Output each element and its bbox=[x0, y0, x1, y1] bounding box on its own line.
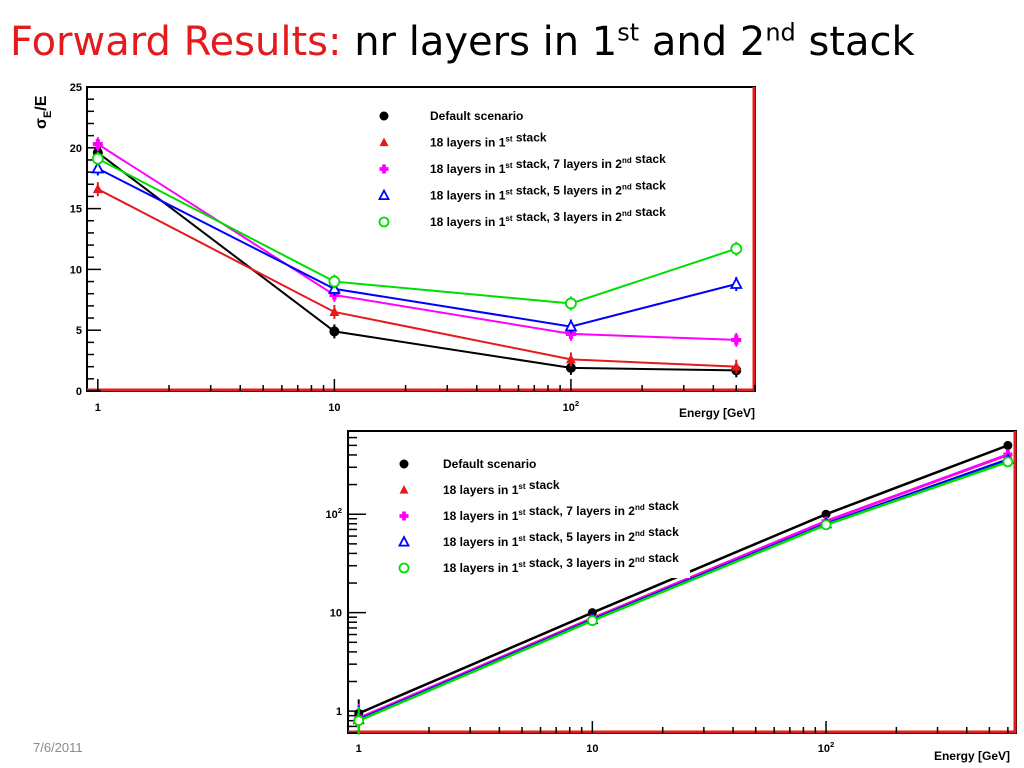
chart-1-x-tick-label: 1 bbox=[95, 402, 101, 414]
chart-2-legend-marker bbox=[399, 485, 409, 494]
chart-1-data-point bbox=[564, 319, 578, 332]
chart-2-series-line bbox=[358, 444, 1009, 715]
chart-1-data-point bbox=[731, 334, 742, 345]
chart-1-data-point bbox=[565, 328, 576, 339]
title-highlight: Forward Results: bbox=[10, 19, 342, 65]
chart-1-legend-label: 18 layers in 1st stack, 7 layers in 2nd … bbox=[430, 152, 666, 176]
chart-2-data-point bbox=[586, 615, 598, 627]
chart-2-legend-marker bbox=[399, 511, 409, 521]
chart-1-data-point bbox=[329, 326, 340, 337]
chart-1-x-tick-label: 102 bbox=[563, 399, 580, 414]
chart-2-legend-marker bbox=[398, 562, 410, 574]
chart-1-legend-label: 18 layers in 1st stack, 5 layers in 2nd … bbox=[430, 179, 666, 203]
chart-2-legend-marker bbox=[398, 535, 410, 547]
chart-1-legend: Default scenario 18 layers in 1st stack 18… bbox=[378, 109, 666, 229]
chart-1-data-point bbox=[731, 361, 742, 371]
chart-2-data-point bbox=[1002, 456, 1014, 468]
chart-1-series bbox=[91, 151, 743, 311]
chart-1-y-tick-label: 5 bbox=[76, 325, 82, 337]
chart-2-data-point bbox=[353, 715, 365, 727]
chart-2-legend: Default scenario 18 layers in 1st stack 18… bbox=[390, 448, 690, 578]
chart-2-series-line bbox=[358, 460, 1009, 722]
chart-2-legend-label: 18 layers in 1st stack bbox=[443, 478, 560, 497]
chart-1-series-line bbox=[97, 151, 737, 372]
slide-title: Forward Results: nr layers in 1st and 2n… bbox=[10, 20, 915, 64]
title-text-1: nr layers in 1 bbox=[341, 19, 618, 65]
chart-1-series bbox=[92, 182, 742, 374]
chart-1-data-point bbox=[329, 306, 340, 316]
slide-date: 7/6/2011 bbox=[33, 740, 83, 755]
chart-2-y-tick-label: 10 bbox=[330, 608, 342, 620]
title-sup-2: nd bbox=[765, 18, 796, 47]
chart-1-legend-marker bbox=[379, 137, 389, 147]
chart-1-legend-marker bbox=[378, 188, 390, 201]
chart-1-y-tick-label: 15 bbox=[70, 204, 82, 216]
chart-1-data-point bbox=[730, 242, 743, 255]
chart-1-y-tick-label: 0 bbox=[76, 386, 82, 398]
chart-2-legend-label: 18 layers in 1st stack, 7 layers in 2nd … bbox=[443, 499, 679, 523]
chart-1-legend-marker bbox=[379, 111, 389, 121]
chart-1: 1 10 102 0 5 10 15 20 25 σE/E Energy [GeV] Default … bbox=[33, 82, 756, 420]
chart-1-data-point bbox=[92, 183, 103, 194]
chart-1-data-point bbox=[91, 161, 105, 174]
chart-1-data-point bbox=[565, 353, 576, 364]
chart-2: 1 10 102 1 10 102 Energy [GeV] Default scenario… bbox=[325, 430, 1017, 763]
chart-1-y-tick-label: 25 bbox=[70, 82, 82, 94]
chart-1-y-tick-label: 10 bbox=[70, 264, 82, 276]
chart-1-x-tick-label: 10 bbox=[328, 402, 340, 414]
chart-1-data-point bbox=[565, 297, 577, 310]
chart-2-y-tick-label: 1 bbox=[336, 706, 342, 718]
chart-1-data-point bbox=[328, 275, 341, 288]
chart-1-data-point bbox=[91, 152, 104, 165]
chart-2-y-tick-label: 102 bbox=[325, 506, 342, 521]
chart-1-legend-label: 18 layers in 1st stack, 3 layers in 2nd … bbox=[430, 205, 666, 229]
chart-1-series-line bbox=[97, 167, 737, 328]
chart-1-legend-label: Default scenario bbox=[430, 109, 523, 123]
chart-2-x-label: Energy [GeV] bbox=[934, 749, 1010, 763]
chart-1-x-label: Energy [GeV] bbox=[679, 406, 755, 420]
chart-1-data-point bbox=[92, 139, 103, 150]
chart-2-x-tick-label: 10 bbox=[586, 743, 598, 755]
chart-2-data-point bbox=[820, 519, 832, 531]
chart-1-y-label: σE/E bbox=[33, 95, 54, 129]
chart-2-x-tick-label: 102 bbox=[818, 740, 835, 755]
chart-2-data-point bbox=[1003, 440, 1013, 450]
chart-2-legend-background bbox=[390, 448, 690, 578]
chart-2-legend-label: Default scenario bbox=[443, 457, 536, 471]
title-sup-1: st bbox=[617, 18, 640, 47]
chart-1-data-point bbox=[729, 276, 743, 289]
chart-2-data-point bbox=[821, 509, 831, 519]
chart-1-series-line bbox=[97, 188, 737, 368]
chart-1-series-line bbox=[97, 157, 737, 305]
chart-2-legend-label: 18 layers in 1st stack, 3 layers in 2nd … bbox=[443, 551, 679, 575]
title-text-2: and 2 bbox=[639, 19, 766, 65]
chart-1-legend-marker bbox=[379, 164, 389, 174]
chart-1-legend-marker bbox=[378, 216, 390, 228]
chart-2-legend-label: 18 layers in 1st stack, 5 layers in 2nd … bbox=[443, 525, 679, 549]
chart-1-data-point bbox=[565, 362, 576, 373]
title-text-3: stack bbox=[795, 19, 915, 65]
chart-1-y-tick-label: 20 bbox=[70, 143, 82, 155]
chart-2-legend-marker bbox=[399, 459, 409, 469]
chart-2-data-point bbox=[587, 608, 597, 618]
chart-2-x-tick-label: 1 bbox=[356, 743, 362, 755]
chart-1-legend-label: 18 layers in 1st stack bbox=[430, 131, 547, 150]
chart-2-series bbox=[353, 456, 1014, 735]
